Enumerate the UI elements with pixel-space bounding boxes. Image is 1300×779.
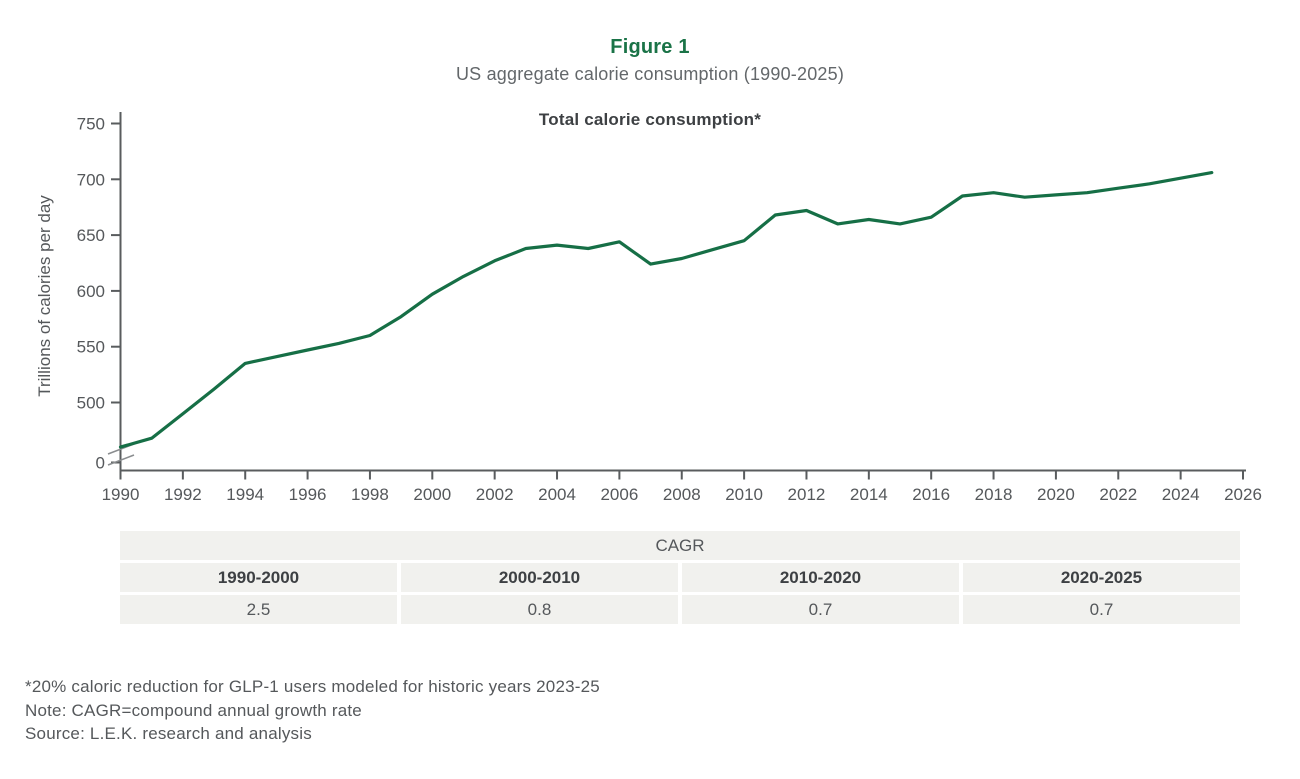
cagr-value-row: 2.5 0.8 0.7 0.7 bbox=[120, 595, 1240, 624]
y-tick-label: 0 bbox=[96, 454, 105, 473]
x-tick-label: 1992 bbox=[164, 485, 202, 504]
cagr-period-cell: 2010-2020 bbox=[682, 563, 959, 592]
x-tick-label: 2008 bbox=[663, 485, 701, 504]
x-tick-label: 2014 bbox=[850, 485, 888, 504]
axis-break-mark bbox=[107, 454, 135, 466]
x-tick-label: 2018 bbox=[975, 485, 1013, 504]
x-tick-label: 1998 bbox=[351, 485, 389, 504]
calorie-line-chart: 0 500 550 600 650 700 750 1990 1992 1994 1996 1998 2… bbox=[35, 112, 1262, 504]
y-tick-label: 500 bbox=[77, 394, 105, 413]
cagr-table-header: CAGR bbox=[120, 531, 1240, 560]
footnote-source: Source: L.E.K. research and analysis bbox=[25, 724, 312, 743]
figure-subtitle: US aggregate calorie consumption (1990-2… bbox=[455, 64, 845, 84]
x-tick-label: 1994 bbox=[226, 485, 264, 504]
figure-label: Figure 1 bbox=[610, 36, 690, 58]
y-tick-label: 700 bbox=[77, 170, 105, 189]
cagr-value-cell: 0.7 bbox=[682, 595, 959, 624]
x-tick-label: 2002 bbox=[476, 485, 514, 504]
cagr-value-cell: 2.5 bbox=[120, 595, 397, 624]
cagr-value-cell: 0.7 bbox=[963, 595, 1240, 624]
footnote-asterisk: *20% caloric reduction for GLP-1 users m… bbox=[25, 677, 600, 696]
chart-title: Total calorie consumption* bbox=[538, 110, 762, 129]
total-calorie-series-line bbox=[118, 171, 1214, 449]
cagr-period-row: 1990-2000 2000-2010 2010-2020 2020-2025 bbox=[120, 563, 1240, 592]
y-tick-label: 750 bbox=[77, 115, 105, 134]
x-tick-label: 1996 bbox=[289, 485, 327, 504]
x-tick-label: 2000 bbox=[413, 485, 451, 504]
x-tick-label: 1990 bbox=[102, 485, 140, 504]
x-tick-label: 2010 bbox=[725, 485, 763, 504]
y-axis-title: Trillions of calories per day bbox=[35, 195, 54, 397]
x-tick-label: 2004 bbox=[538, 485, 576, 504]
footnote-note: Note: CAGR=compound annual growth rate bbox=[25, 700, 362, 720]
footnotes: *20% caloric reduction for GLP-1 users m… bbox=[25, 675, 600, 746]
x-tick-label: 2024 bbox=[1162, 485, 1200, 504]
y-tick-label: 550 bbox=[77, 338, 105, 357]
x-tick-label: 2006 bbox=[600, 485, 638, 504]
x-tick-label: 2022 bbox=[1099, 485, 1137, 504]
x-tick-label: 2016 bbox=[912, 485, 950, 504]
cagr-period-cell: 2000-2010 bbox=[401, 563, 678, 592]
cagr-period-cell: 1990-2000 bbox=[120, 563, 397, 592]
y-tick-label: 600 bbox=[77, 282, 105, 301]
cagr-period-cell: 2020-2025 bbox=[963, 563, 1240, 592]
x-tick-label: 2020 bbox=[1037, 485, 1075, 504]
x-tick-label: 2026 bbox=[1224, 485, 1262, 504]
x-tick-label: 2012 bbox=[788, 485, 826, 504]
y-tick-label: 650 bbox=[77, 226, 105, 245]
cagr-value-cell: 0.8 bbox=[401, 595, 678, 624]
cagr-table: CAGR 1990-2000 2000-2010 2010-2020 2020-… bbox=[120, 531, 1240, 627]
